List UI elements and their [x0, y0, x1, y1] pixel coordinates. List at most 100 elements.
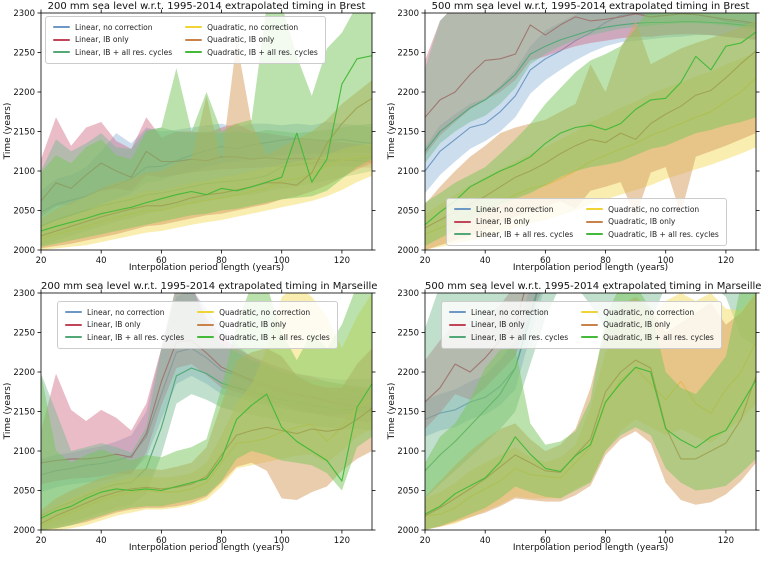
legend-swatch-linear-ib	[53, 38, 70, 41]
legend-entry-linear-ib: Linear, IB only	[65, 319, 184, 332]
legend-swatch-linear-ib-cycles	[454, 233, 471, 236]
x-tick-label: 120	[334, 536, 350, 546]
band-quadratic-ib-cycles	[425, 13, 756, 246]
x-axis-label: Interpolation period length (years)	[512, 263, 669, 273]
x-tick-label: 40	[96, 536, 107, 546]
y-tick-label: 2100	[397, 167, 419, 177]
subplot-500mm-marseille: 20 40 60 80 100 120 2000 2050 2100 2150 2200 2250 23…	[384, 280, 768, 561]
legend-label: Quadratic, no correction	[219, 307, 311, 317]
line-quadratic-ib-cycles	[425, 366, 756, 515]
y-tick-label: 2300	[397, 9, 419, 19]
legend-swatch-quadratic-ib-cycles	[185, 51, 203, 54]
plot-area-200mm-marseille: 20 40 60 80 100 120 2000 2050 2100 2150 2200 2250 23…	[13, 289, 376, 546]
y-tick-label: 2050	[397, 487, 419, 497]
legend-label: Linear, IB + all res. cycles	[75, 47, 173, 57]
y-tick-label: 2050	[13, 487, 35, 497]
x-tick-label: 80	[600, 536, 611, 546]
legend-label: Linear, IB only	[471, 320, 525, 330]
legend-label: Quadratic, IB + all res. cycles	[608, 229, 719, 239]
legend-label: Linear, no correction	[75, 22, 153, 32]
y-tick-label: 2050	[397, 207, 419, 217]
y-tick-label: 2300	[397, 289, 419, 299]
line-quadratic-ib-cycles	[41, 55, 372, 232]
x-tick-label: 80	[600, 256, 611, 266]
band-quadratic-ib-cycles	[41, 13, 372, 247]
legend-label: Quadratic, IB only	[219, 320, 287, 330]
legend-swatch-linear-none	[454, 208, 471, 211]
y-axis-label: Time (years)	[3, 102, 13, 160]
band-linear-ib	[425, 13, 756, 156]
y-tick-label: 2200	[13, 368, 35, 378]
x-tick-label: 20	[36, 256, 47, 266]
legend-entry-linear-none: Linear, no correction	[65, 306, 184, 319]
legend: Linear, no correction Linear, IB only Line…	[45, 16, 326, 64]
y-axis-label: Time (years)	[3, 382, 13, 440]
y-tick-label: 2050	[13, 207, 35, 217]
legend-entry-quadratic-ib-cycles: Quadratic, IB + all res. cycles	[185, 46, 318, 59]
chart-title: 500 mm sea level w.r.t. 1995-2014 extrap…	[425, 281, 762, 292]
x-tick-label: 20	[36, 536, 47, 546]
y-tick-label: 2250	[397, 49, 419, 59]
x-tick-label: 20	[420, 256, 431, 266]
legend-label: Linear, IB + all res. cycles	[476, 229, 574, 239]
legend-entry-linear-ib-cycles: Linear, IB + all res. cycles	[449, 331, 568, 344]
legend-swatch-linear-none	[65, 311, 82, 314]
legend-swatch-quadratic-ib	[581, 323, 599, 326]
legend-label: Quadratic, IB only	[207, 35, 275, 45]
y-tick-label: 2100	[13, 167, 35, 177]
y-tick-label: 2250	[13, 329, 35, 339]
legend-entry-quadratic-ib: Quadratic, IB only	[185, 34, 318, 47]
legend-label: Linear, IB only	[75, 35, 129, 45]
legend-entry-linear-ib-cycles: Linear, IB + all res. cycles	[53, 46, 172, 59]
y-tick-label: 2000	[13, 246, 35, 256]
legend-swatch-quadratic-ib-cycles	[581, 336, 599, 339]
y-tick-label: 2300	[13, 289, 35, 299]
plot-area-200mm-brest: 20 40 60 80 100 120 2000 2050 2100 2150 2200 2250 23…	[13, 9, 376, 266]
legend-swatch-linear-ib	[449, 323, 466, 326]
legend-entry-linear-ib: Linear, IB only	[449, 319, 568, 332]
legend-entry-quadratic-none: Quadratic, no correction	[197, 306, 330, 319]
legend-label: Quadratic, IB only	[603, 320, 671, 330]
y-axis-label: Time (years)	[387, 102, 397, 160]
legend-swatch-quadratic-ib	[197, 323, 215, 326]
x-axis-label: Interpolation period length (years)	[512, 543, 669, 553]
legend: Linear, no correction Linear, IB only Line…	[57, 301, 338, 349]
x-tick-label: 100	[658, 256, 674, 266]
legend-swatch-quadratic-ib-cycles	[197, 336, 215, 339]
legend-entry-quadratic-ib: Quadratic, IB only	[581, 319, 714, 332]
legend-entry-quadratic-ib-cycles: Quadratic, IB + all res. cycles	[586, 228, 719, 241]
legend-swatch-linear-ib	[65, 323, 82, 326]
legend-swatch-linear-ib	[454, 220, 471, 223]
subplot-500mm-brest: 20 40 60 80 100 120 2000 2050 2100 2150 2200 2250 23…	[384, 0, 768, 280]
x-tick-label: 60	[540, 256, 551, 266]
legend-label: Linear, IB + all res. cycles	[471, 332, 569, 342]
line-quadratic-ib-cycles	[425, 31, 756, 226]
legend-swatch-linear-ib-cycles	[53, 51, 70, 54]
legend-entry-quadratic-ib-cycles: Quadratic, IB + all res. cycles	[197, 331, 330, 344]
legend-entry-quadratic-ib: Quadratic, IB only	[586, 216, 719, 229]
y-tick-label: 2250	[13, 49, 35, 59]
legend-entry-linear-none: Linear, no correction	[454, 203, 573, 216]
legend-entry-quadratic-none: Quadratic, no correction	[185, 21, 318, 34]
y-tick-label: 2200	[13, 88, 35, 98]
legend-entry-linear-none: Linear, no correction	[53, 21, 172, 34]
legend-entry-linear-ib: Linear, IB only	[454, 216, 573, 229]
band-linear-none	[425, 293, 544, 437]
legend-label: Quadratic, IB + all res. cycles	[603, 332, 714, 342]
legend-swatch-linear-none	[449, 311, 466, 314]
legend: Linear, no correction Linear, IB only Line…	[441, 301, 722, 349]
x-tick-label: 80	[216, 256, 227, 266]
band-linear-ib-cycles	[425, 13, 756, 164]
legend-swatch-linear-none	[53, 26, 70, 29]
y-axis-label: Time (years)	[387, 382, 397, 440]
x-tick-label: 40	[480, 256, 491, 266]
legend-entry-linear-none: Linear, no correction	[449, 306, 568, 319]
x-axis-label: Interpolation period length (years)	[128, 543, 285, 553]
legend-label: Linear, IB only	[87, 320, 141, 330]
legend-swatch-quadratic-none	[581, 311, 599, 314]
x-tick-label: 40	[96, 256, 107, 266]
x-tick-label: 120	[334, 256, 350, 266]
legend-entry-quadratic-none: Quadratic, no correction	[586, 203, 719, 216]
legend-swatch-quadratic-ib	[185, 38, 203, 41]
y-tick-label: 2150	[13, 408, 35, 418]
